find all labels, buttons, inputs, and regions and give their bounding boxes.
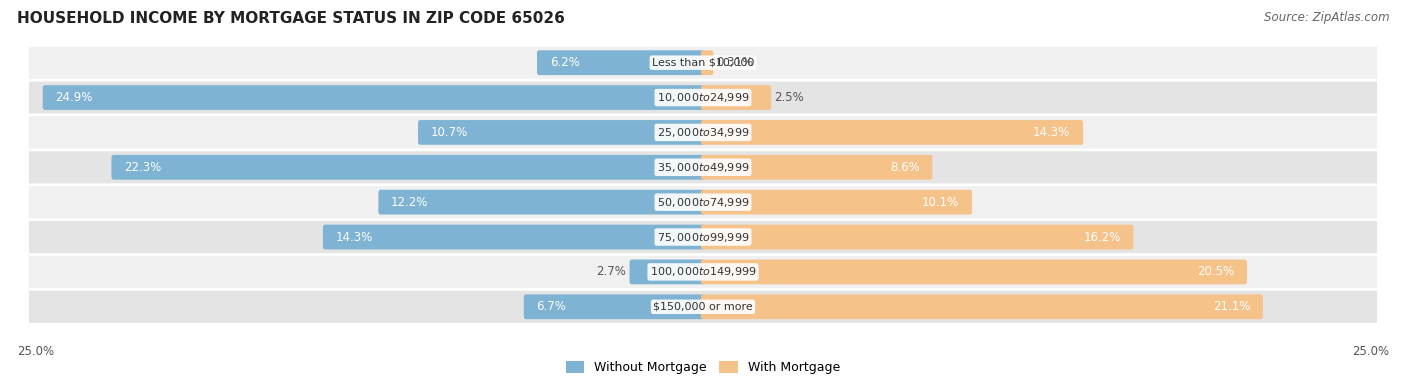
FancyBboxPatch shape: [30, 291, 1376, 323]
FancyBboxPatch shape: [700, 225, 1133, 250]
Text: 6.2%: 6.2%: [550, 56, 579, 69]
FancyBboxPatch shape: [700, 294, 1263, 319]
Text: 10.1%: 10.1%: [922, 196, 959, 208]
FancyBboxPatch shape: [30, 116, 1376, 149]
FancyBboxPatch shape: [700, 259, 1247, 284]
Text: 10.7%: 10.7%: [430, 126, 468, 139]
Text: $50,000 to $74,999: $50,000 to $74,999: [657, 196, 749, 208]
FancyBboxPatch shape: [111, 155, 706, 180]
FancyBboxPatch shape: [323, 225, 706, 250]
FancyBboxPatch shape: [700, 85, 772, 110]
Text: 0.31%: 0.31%: [717, 56, 754, 69]
FancyBboxPatch shape: [30, 151, 1376, 183]
Text: 21.1%: 21.1%: [1213, 300, 1250, 313]
FancyBboxPatch shape: [700, 120, 1083, 145]
FancyBboxPatch shape: [378, 190, 706, 215]
Text: 24.9%: 24.9%: [55, 91, 93, 104]
Text: $75,000 to $99,999: $75,000 to $99,999: [657, 231, 749, 244]
Text: 16.2%: 16.2%: [1083, 231, 1121, 244]
FancyBboxPatch shape: [30, 256, 1376, 288]
FancyBboxPatch shape: [30, 47, 1376, 79]
FancyBboxPatch shape: [630, 259, 706, 284]
Legend: Without Mortgage, With Mortgage: Without Mortgage, With Mortgage: [561, 356, 845, 377]
Text: 14.3%: 14.3%: [1033, 126, 1070, 139]
Text: Source: ZipAtlas.com: Source: ZipAtlas.com: [1264, 11, 1389, 24]
Text: 14.3%: 14.3%: [336, 231, 373, 244]
Text: $25,000 to $34,999: $25,000 to $34,999: [657, 126, 749, 139]
FancyBboxPatch shape: [537, 50, 706, 75]
FancyBboxPatch shape: [30, 81, 1376, 113]
Text: 2.5%: 2.5%: [775, 91, 804, 104]
Text: 8.6%: 8.6%: [890, 161, 920, 174]
Text: 6.7%: 6.7%: [537, 300, 567, 313]
Text: 20.5%: 20.5%: [1197, 265, 1234, 278]
FancyBboxPatch shape: [42, 85, 706, 110]
FancyBboxPatch shape: [30, 221, 1376, 253]
Text: HOUSEHOLD INCOME BY MORTGAGE STATUS IN ZIP CODE 65026: HOUSEHOLD INCOME BY MORTGAGE STATUS IN Z…: [17, 11, 565, 26]
FancyBboxPatch shape: [418, 120, 706, 145]
Text: 25.0%: 25.0%: [1353, 345, 1389, 358]
Text: $150,000 or more: $150,000 or more: [654, 302, 752, 312]
Text: $100,000 to $149,999: $100,000 to $149,999: [650, 265, 756, 278]
FancyBboxPatch shape: [700, 50, 713, 75]
FancyBboxPatch shape: [700, 155, 932, 180]
Text: $10,000 to $24,999: $10,000 to $24,999: [657, 91, 749, 104]
Text: 22.3%: 22.3%: [124, 161, 162, 174]
FancyBboxPatch shape: [30, 186, 1376, 218]
Text: 25.0%: 25.0%: [17, 345, 53, 358]
Text: 2.7%: 2.7%: [596, 265, 626, 278]
FancyBboxPatch shape: [700, 190, 972, 215]
Text: $35,000 to $49,999: $35,000 to $49,999: [657, 161, 749, 174]
FancyBboxPatch shape: [524, 294, 706, 319]
Text: Less than $10,000: Less than $10,000: [652, 58, 754, 68]
Text: 12.2%: 12.2%: [391, 196, 429, 208]
